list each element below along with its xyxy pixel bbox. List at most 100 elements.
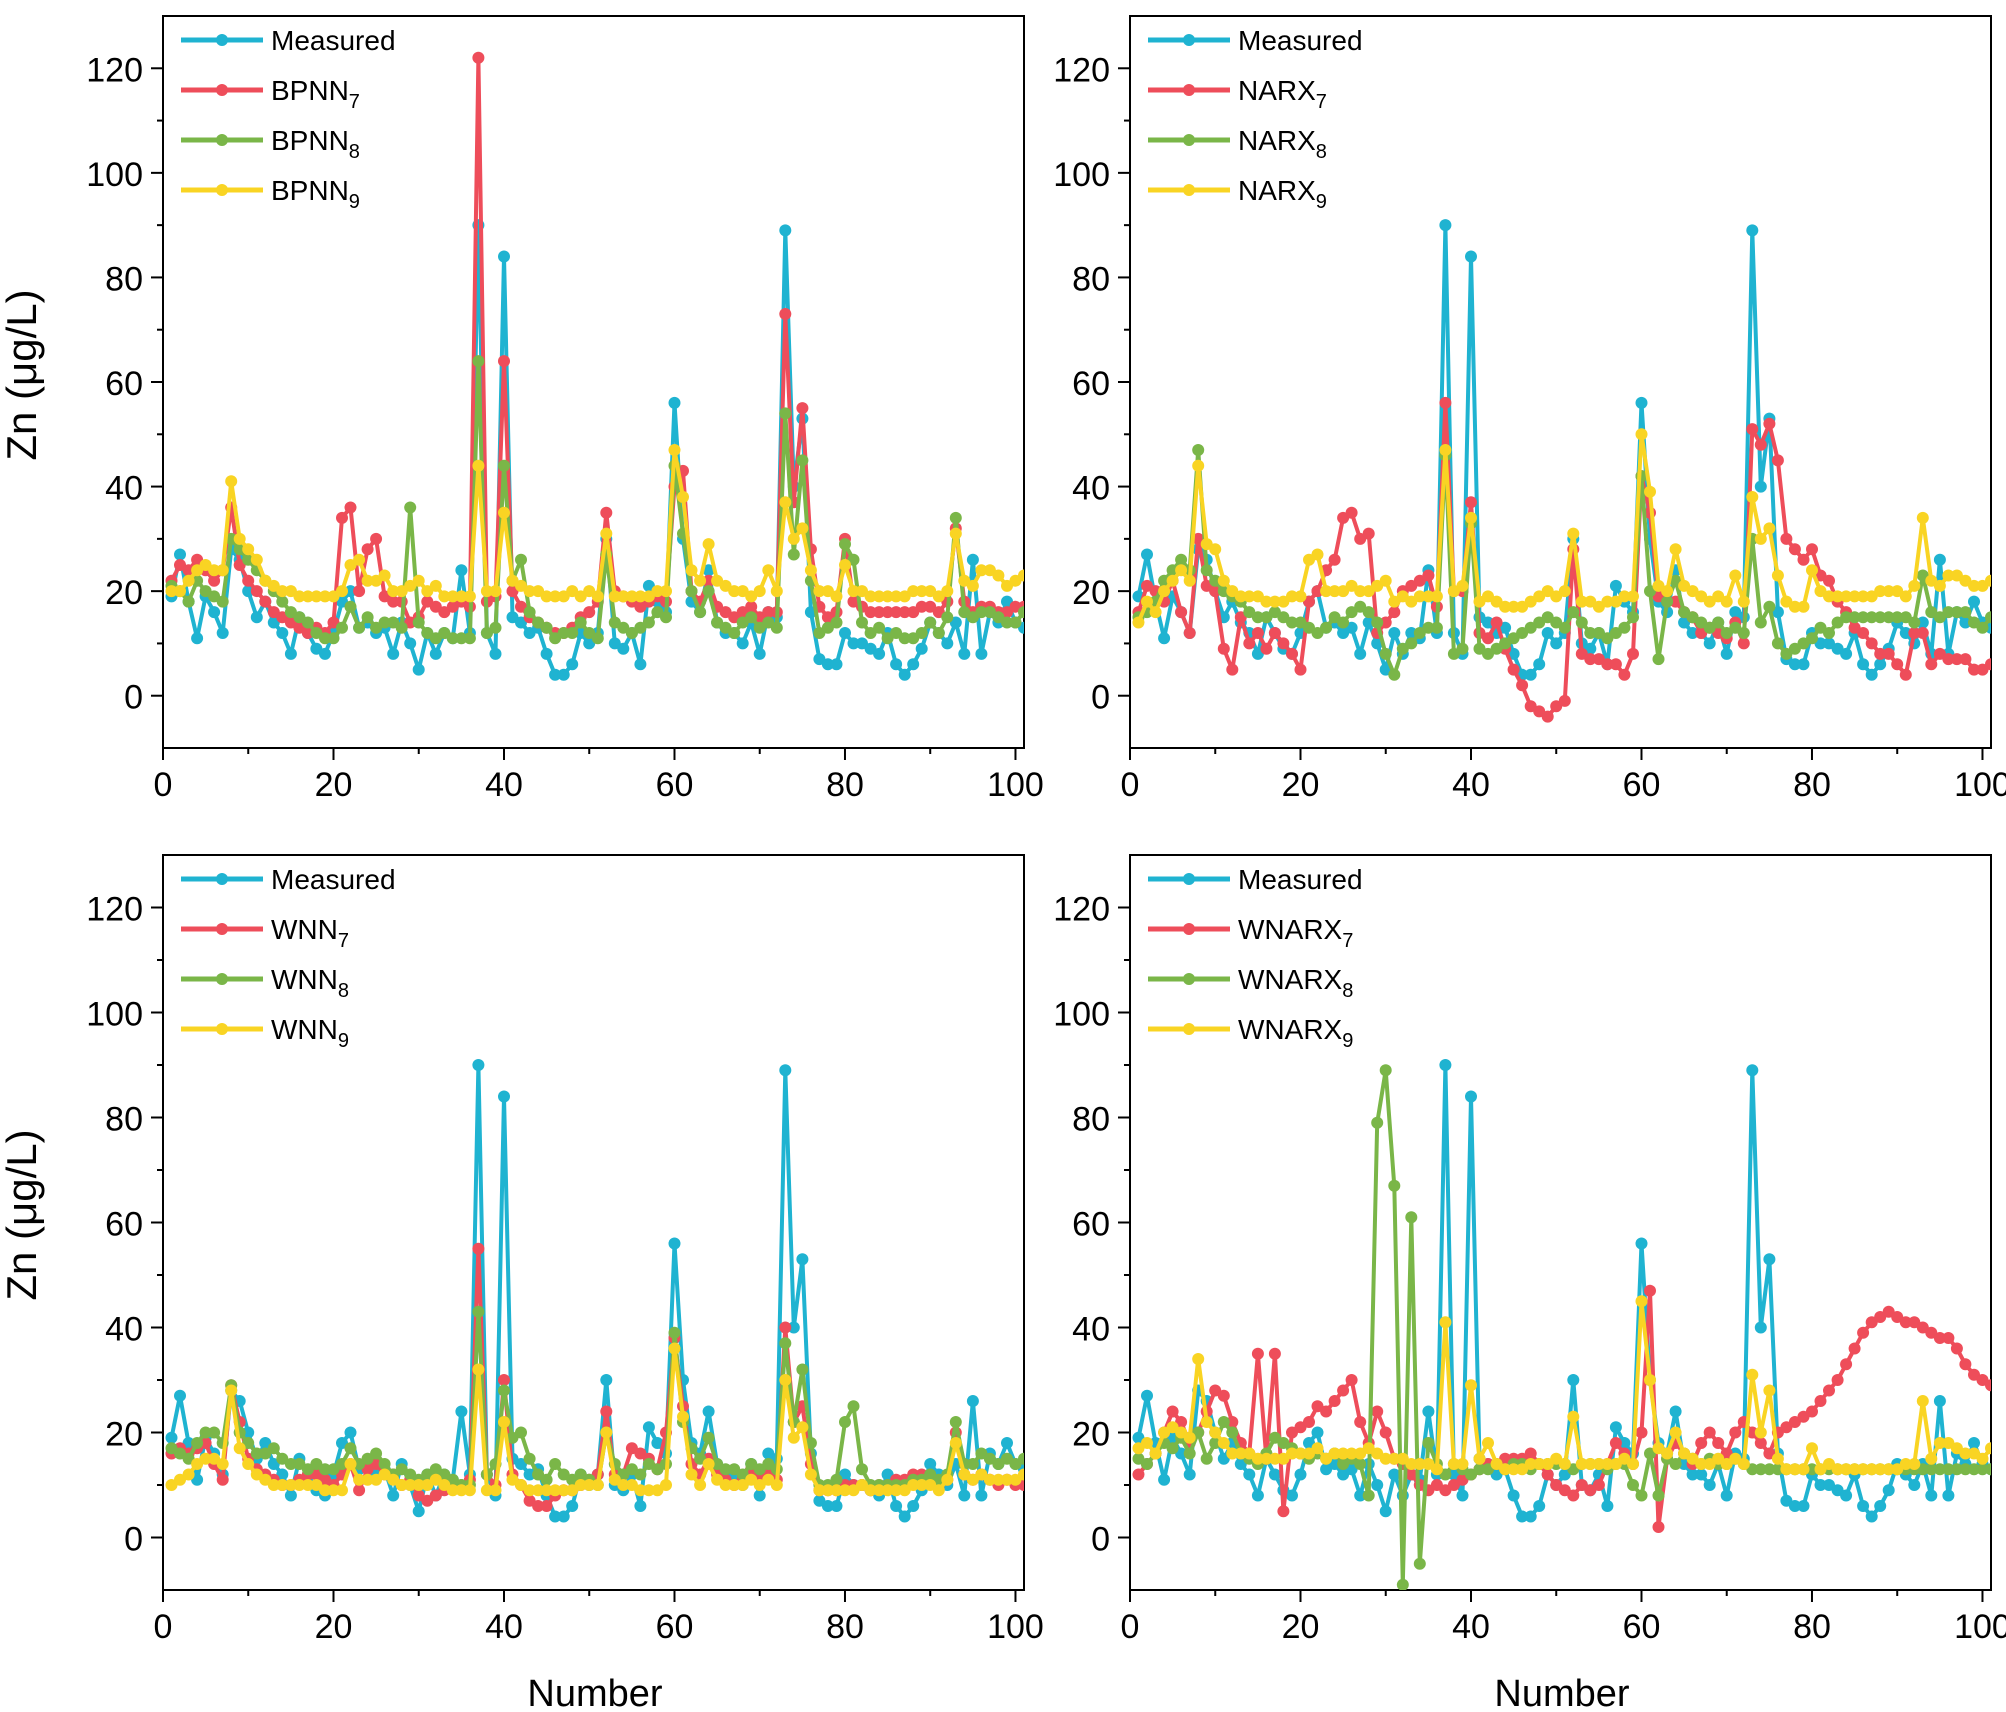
data-point	[1447, 585, 1460, 598]
data-point	[1618, 621, 1631, 634]
data-point	[1456, 1458, 1469, 1470]
data-point	[310, 1458, 323, 1470]
data-point	[1729, 1426, 1742, 1439]
data-point	[779, 1337, 792, 1350]
data-point	[1874, 658, 1887, 671]
legend-label-base: BPNN	[271, 125, 349, 156]
legend-label-base: NARX	[1238, 75, 1316, 106]
data-point	[540, 1473, 553, 1486]
data-point	[1985, 1463, 1991, 1476]
data-point	[1865, 1463, 1878, 1476]
data-point	[1567, 1410, 1580, 1423]
data-point	[583, 606, 596, 619]
data-point	[719, 1463, 732, 1476]
data-point	[472, 459, 485, 472]
data-point	[796, 1421, 809, 1434]
data-point	[1746, 491, 1759, 503]
data-point	[1422, 1437, 1435, 1449]
data-point	[1260, 1452, 1273, 1465]
data-point	[1644, 485, 1656, 498]
y-tick-label: 0	[1091, 1521, 1110, 1559]
legend-label-base: BPNN	[271, 175, 349, 206]
data-point	[1490, 616, 1503, 629]
legend-label-base: Measured	[1238, 864, 1363, 895]
data-point	[1209, 1384, 1222, 1397]
data-point	[489, 621, 502, 634]
data-point	[1277, 637, 1290, 650]
legend-label-base: WNN	[271, 914, 338, 945]
data-point	[1942, 606, 1955, 619]
data-point	[1430, 621, 1443, 634]
data-point	[600, 1374, 613, 1386]
data-point	[1337, 616, 1350, 629]
data-point	[1558, 621, 1571, 634]
data-point	[1968, 595, 1980, 608]
data-point	[983, 1473, 996, 1486]
x-axis-title-right: Number	[1494, 1673, 1629, 1712]
data-point	[1507, 663, 1520, 676]
data-point	[1899, 627, 1912, 639]
data-point	[1933, 1332, 1946, 1344]
data-point	[472, 1305, 485, 1318]
legend-swatch-marker	[216, 34, 228, 46]
data-point	[1294, 590, 1307, 603]
data-point	[634, 1468, 647, 1481]
data-point	[182, 1468, 195, 1481]
data-point	[1601, 595, 1614, 608]
data-point	[1439, 1059, 1452, 1071]
data-point	[489, 647, 502, 660]
data-point	[1320, 621, 1333, 634]
data-point	[1550, 637, 1563, 650]
data-point	[907, 1500, 920, 1512]
data-point	[498, 1416, 510, 1428]
legend-label: WNN9	[271, 1014, 349, 1052]
x-tick-label: 80	[826, 1608, 864, 1646]
legend-label-subscript: 7	[349, 91, 360, 113]
data-point	[1018, 569, 1024, 582]
data-point	[753, 1463, 766, 1476]
data-point	[992, 1473, 1005, 1486]
data-point	[1899, 668, 1912, 681]
data-point	[1891, 1311, 1904, 1323]
data-point	[284, 1489, 297, 1502]
data-point	[1345, 1374, 1358, 1386]
data-point	[353, 585, 366, 598]
data-point	[370, 1447, 383, 1460]
data-point	[685, 564, 698, 577]
data-point	[446, 600, 459, 613]
y-tick-label: 80	[105, 1101, 143, 1139]
data-point	[1439, 1316, 1452, 1329]
data-point	[779, 407, 792, 420]
data-point	[1908, 1458, 1921, 1470]
data-point	[1601, 1500, 1614, 1512]
data-point	[779, 308, 792, 320]
data-point	[557, 1510, 570, 1523]
data-point	[617, 642, 630, 655]
data-point	[890, 606, 903, 619]
data-point	[1507, 600, 1520, 613]
data-point	[915, 642, 928, 655]
data-point	[1243, 590, 1256, 603]
data-point	[1200, 1416, 1213, 1428]
data-point	[1763, 1384, 1776, 1397]
data-point	[1439, 444, 1452, 456]
data-point	[600, 506, 613, 519]
data-point	[1959, 606, 1972, 619]
data-point	[1763, 417, 1776, 430]
data-point	[941, 585, 954, 598]
legend-label-base: Measured	[271, 864, 396, 895]
data-point	[1788, 1463, 1801, 1476]
data-point	[821, 611, 834, 624]
data-point	[1797, 553, 1810, 566]
legend-label-base: WNN	[271, 964, 338, 995]
data-point	[344, 1458, 357, 1470]
data-point	[301, 1479, 314, 1491]
data-point	[890, 658, 903, 671]
data-point	[1857, 611, 1870, 624]
data-point	[1482, 632, 1494, 645]
data-point	[353, 621, 366, 634]
data-point	[1311, 585, 1324, 598]
data-point	[174, 585, 186, 598]
data-point	[1388, 627, 1401, 639]
data-point	[532, 1500, 545, 1512]
